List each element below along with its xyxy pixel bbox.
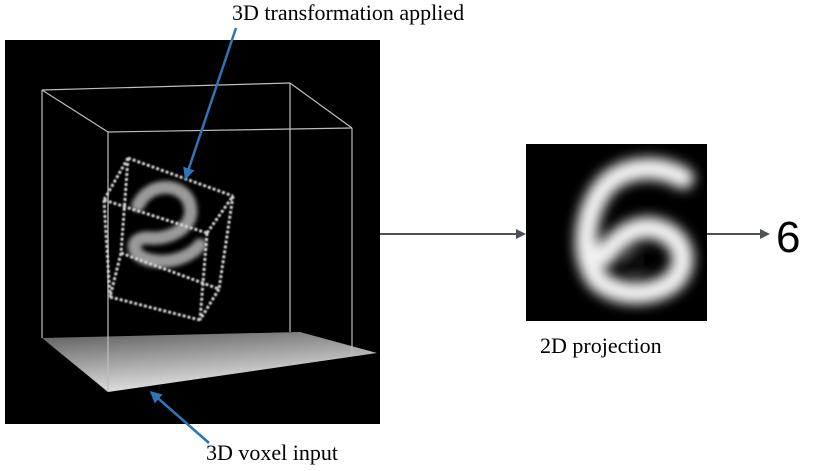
transformed-cube (102, 156, 235, 322)
transformation-callout-arrow (183, 27, 238, 180)
projected-digit (575, 157, 694, 304)
transformation-label: 3D transformation applied (232, 0, 465, 25)
bounding-box (41, 82, 353, 392)
voxel-input-callout-arrow (149, 391, 210, 444)
voxel-render-panel (5, 40, 380, 424)
projection-panel (526, 144, 707, 321)
floor-plane (42, 332, 377, 392)
voxel-input-label: 3D voxel input (206, 440, 338, 465)
transformed-digit-volume (127, 180, 207, 268)
output-digit-label: 6 (776, 213, 801, 262)
projection-label: 2D projection (540, 333, 662, 358)
